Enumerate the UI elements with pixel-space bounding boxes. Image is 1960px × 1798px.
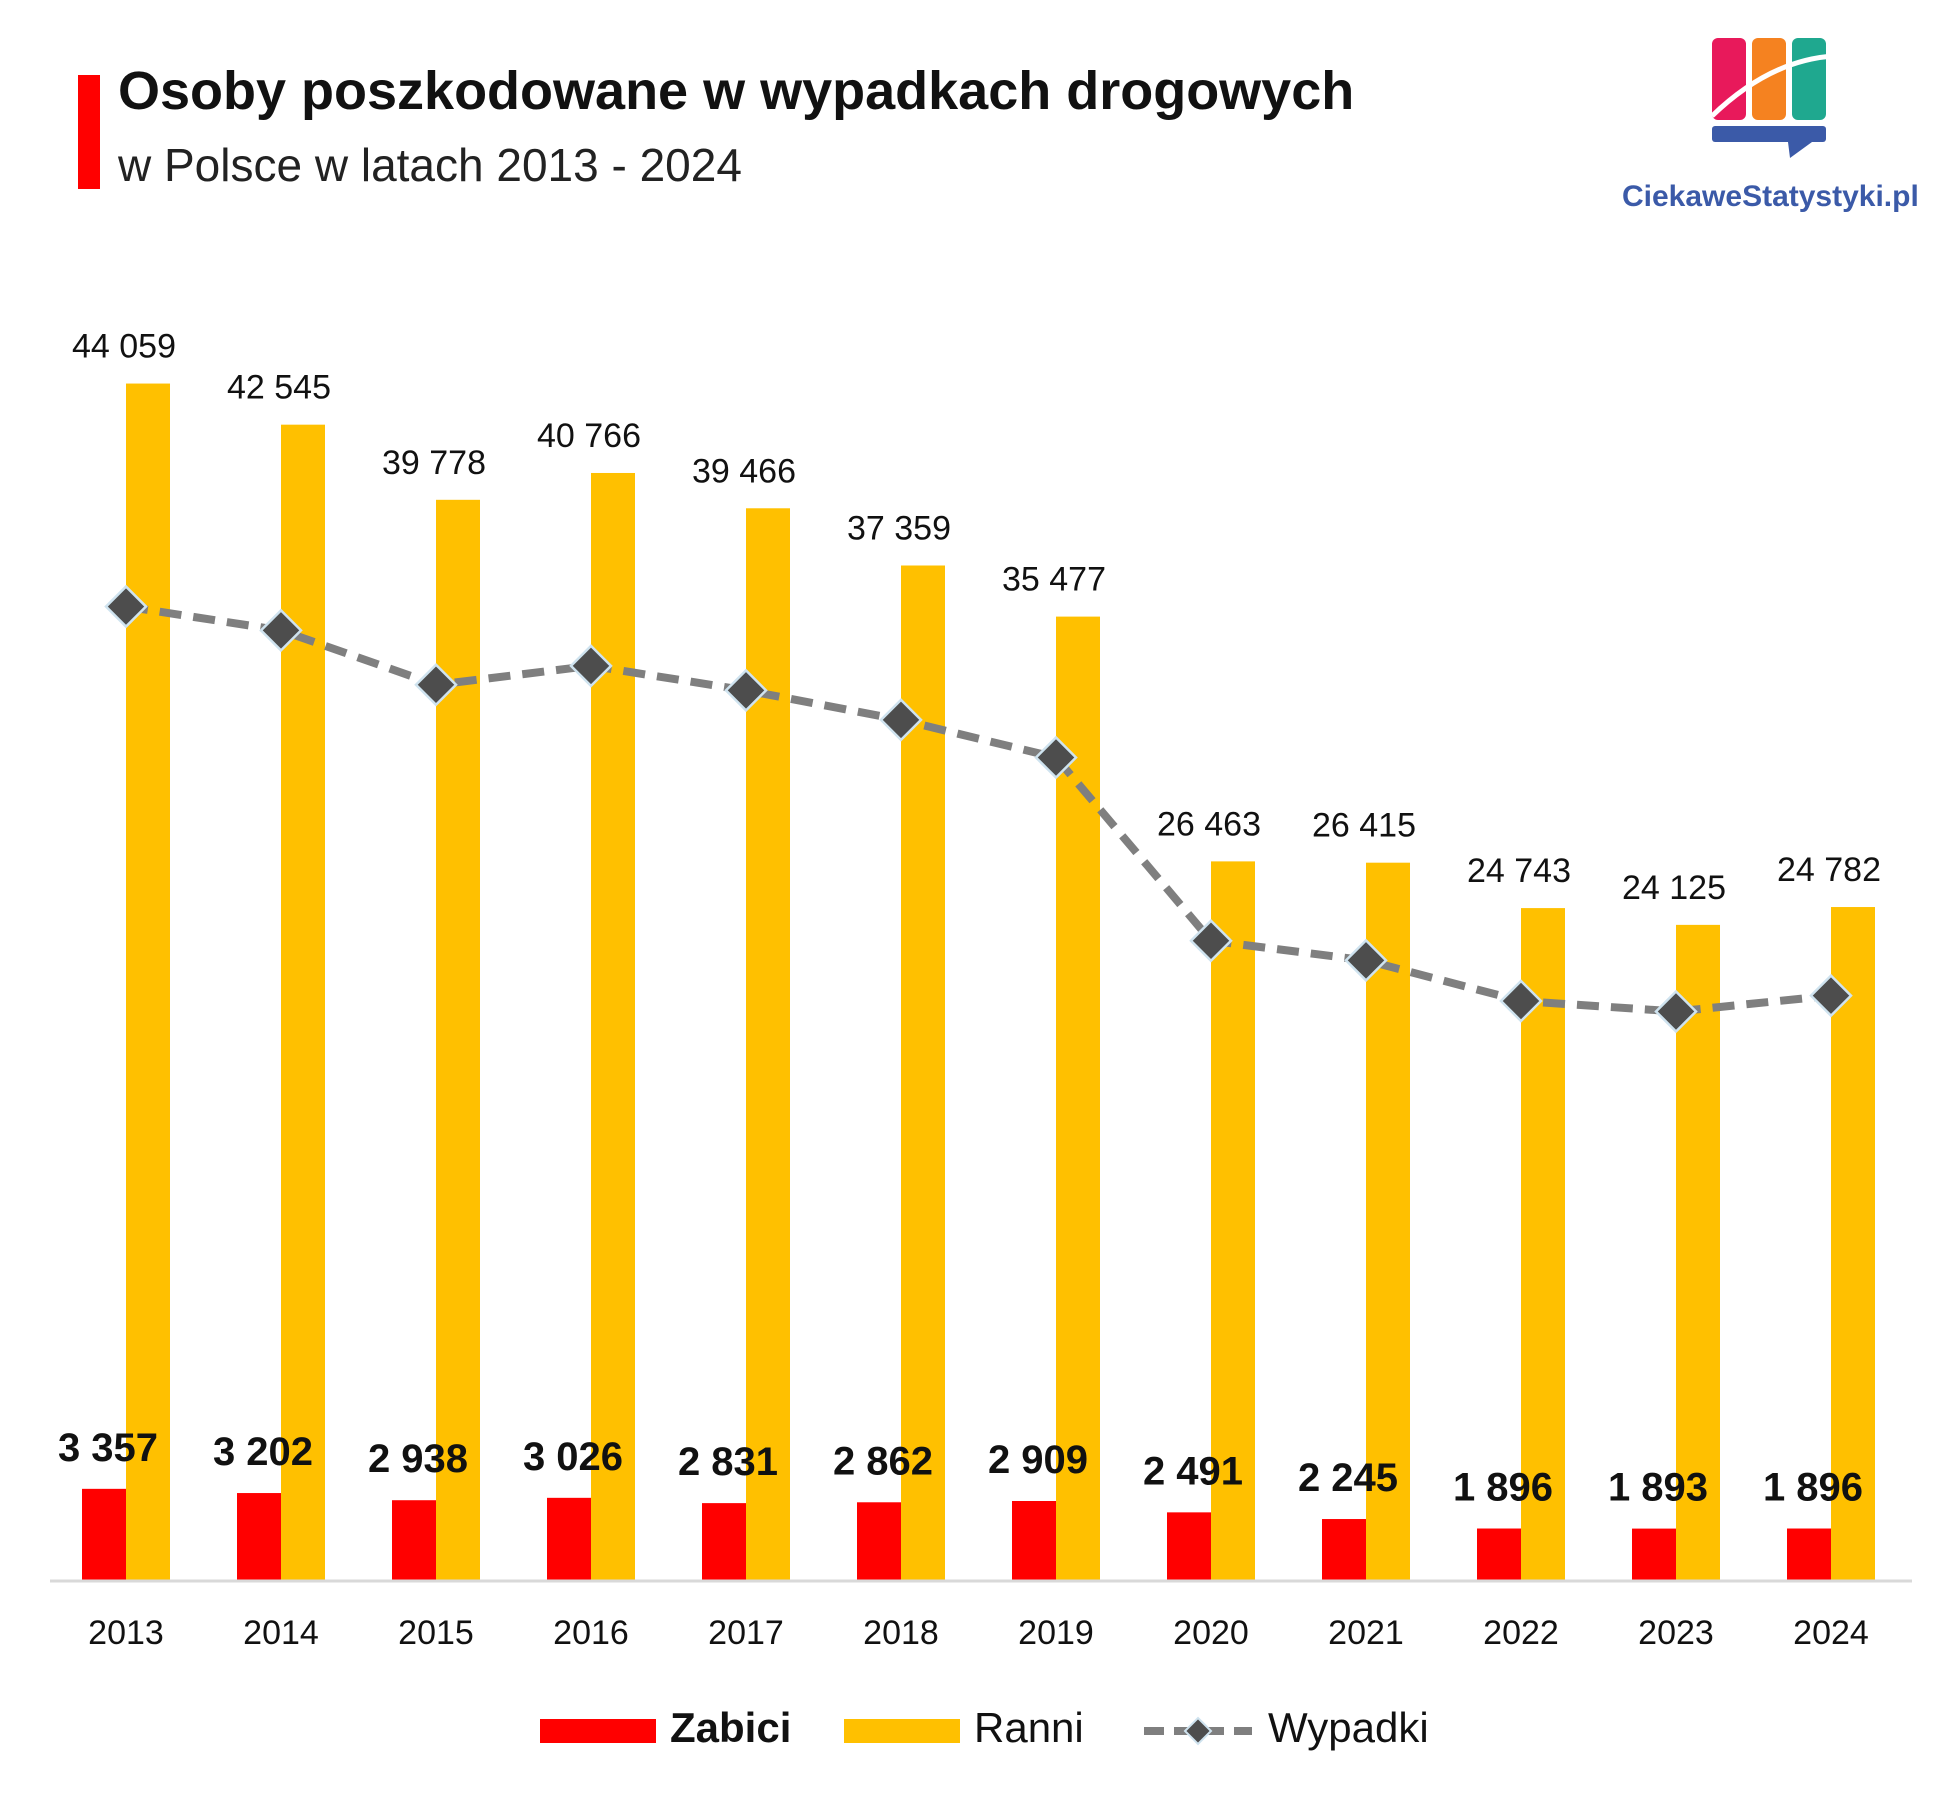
- logo-text: CiekaweStatystyki.pl: [1622, 180, 1919, 213]
- legend-swatch-ranni: [844, 1719, 960, 1743]
- label-ranni-2021: 26 415: [1312, 807, 1416, 845]
- tick-2023: 2023: [1638, 1614, 1714, 1652]
- label-ranni-2024: 24 782: [1777, 851, 1881, 889]
- marker-wypadki-2014: [259, 608, 303, 653]
- series-wypadki-line: [104, 584, 1853, 1034]
- tick-2013: 2013: [88, 1614, 164, 1652]
- chart: 44 059 42 545 39 778 40 766 39 466 37 359 35 4…: [50, 328, 1912, 1652]
- chart-subtitle: w Polsce w latach 2013 - 2024: [118, 139, 742, 191]
- tick-2016: 2016: [553, 1614, 629, 1652]
- tick-2021: 2021: [1328, 1614, 1404, 1652]
- tick-2020: 2020: [1173, 1614, 1249, 1652]
- label-zabici-2023: 1 893: [1608, 1466, 1708, 1510]
- bar-ranni-2022: [1521, 908, 1565, 1580]
- legend-label-zabici: Zabici: [670, 1704, 792, 1751]
- label-zabici-2015: 2 938: [368, 1437, 468, 1481]
- series-zabici-bars: [82, 1488, 1831, 1580]
- bar-ranni-2024: [1831, 907, 1875, 1580]
- bar-zabici-2013: [82, 1488, 126, 1580]
- label-ranni-2014: 42 545: [227, 369, 331, 407]
- bar-zabici-2019: [1012, 1501, 1056, 1580]
- logo-pointer: [1788, 142, 1812, 158]
- label-zabici-2013: 3 357: [58, 1426, 158, 1470]
- marker-wypadki-2021: [1344, 938, 1388, 983]
- label-ranni-2016: 40 766: [537, 417, 641, 455]
- title-accent-bar: [78, 75, 100, 189]
- x-axis-tick-labels: 2013 2014 2015 2016 2017 2018 2019 2020 2021 2022…: [88, 1614, 1869, 1652]
- label-ranni-2017: 39 466: [692, 452, 796, 490]
- bar-zabici-2018: [857, 1502, 901, 1580]
- legend-swatch-zabici: [540, 1719, 656, 1743]
- label-ranni-2013: 44 059: [72, 328, 176, 366]
- marker-wypadki-2019: [1034, 735, 1078, 780]
- bar-zabici-2024: [1787, 1528, 1831, 1580]
- label-ranni-2020: 26 463: [1157, 805, 1261, 843]
- legend-label-wypadki: Wypadki: [1268, 1704, 1429, 1751]
- marker-wypadki-2020: [1189, 918, 1233, 963]
- line-wypadki-path: [125, 602, 1832, 1016]
- logo-arc: [1710, 53, 1835, 118]
- bar-ranni-2017: [746, 508, 790, 1581]
- marker-wypadki-2018: [879, 698, 923, 742]
- bar-ranni-2018: [901, 565, 945, 1580]
- label-ranni-2018: 37 359: [847, 509, 951, 547]
- label-zabici-2024: 1 896: [1763, 1466, 1863, 1510]
- chart-title: Osoby poszkodowane w wypadkach drogowych: [118, 61, 1355, 121]
- bar-zabici-2020: [1167, 1512, 1211, 1580]
- label-ranni-2015: 39 778: [382, 444, 486, 482]
- label-zabici-2017: 2 831: [678, 1440, 778, 1484]
- label-ranni-2022: 24 743: [1467, 852, 1571, 890]
- logo-bar-pink: [1712, 38, 1746, 120]
- label-ranni-2019: 35 477: [1002, 561, 1106, 599]
- bar-zabici-2016: [547, 1497, 591, 1580]
- logo-base: [1712, 126, 1826, 142]
- marker-wypadki-2013: [104, 584, 148, 629]
- logo-bar-orange: [1752, 38, 1786, 120]
- marker-wypadki-2016: [569, 644, 613, 688]
- label-zabici-2019: 2 909: [988, 1438, 1088, 1482]
- bar-zabici-2014: [237, 1493, 281, 1580]
- label-zabici-2014: 3 202: [213, 1430, 313, 1474]
- bar-ranni-2020: [1211, 861, 1255, 1580]
- tick-2014: 2014: [243, 1614, 319, 1652]
- label-ranni-2023: 24 125: [1622, 869, 1726, 907]
- marker-wypadki-2022: [1499, 979, 1543, 1023]
- bar-ranni-2019: [1056, 616, 1100, 1580]
- bar-ranni-2016: [591, 472, 635, 1581]
- tick-2024: 2024: [1793, 1614, 1869, 1652]
- marker-wypadki-2023: [1654, 989, 1698, 1034]
- label-zabici-2016: 3 026: [523, 1435, 623, 1479]
- bar-zabici-2017: [702, 1503, 746, 1580]
- tick-2015: 2015: [398, 1614, 474, 1652]
- bar-zabici-2021: [1322, 1519, 1366, 1580]
- marker-wypadki-2024: [1809, 973, 1853, 1018]
- bar-ranni-2015: [436, 499, 480, 1581]
- label-zabici-2020: 2 491: [1143, 1449, 1243, 1493]
- bar-zabici-2023: [1632, 1528, 1676, 1580]
- tick-2022: 2022: [1483, 1614, 1559, 1652]
- tick-2018: 2018: [863, 1614, 939, 1652]
- bar-ranni-2014: [281, 424, 325, 1581]
- bar-zabici-2015: [392, 1500, 436, 1580]
- marker-wypadki-2015: [414, 662, 458, 707]
- ranni-value-labels: 44 059 42 545 39 778 40 766 39 466 37 359 35 4…: [72, 328, 1881, 907]
- bar-ranni-2021: [1366, 862, 1410, 1580]
- logo-icon: [1710, 38, 1835, 158]
- series-ranni-bars: [126, 383, 1875, 1581]
- label-zabici-2021: 2 245: [1298, 1456, 1398, 1500]
- zabici-value-labels: 3 357 3 202 2 938 3 026 2 831 2 862 2 909 2 491…: [58, 1426, 1863, 1510]
- label-zabici-2018: 2 862: [833, 1439, 933, 1483]
- marker-wypadki-2017: [724, 668, 768, 713]
- bar-ranni-2013: [126, 383, 170, 1581]
- bar-ranni-2023: [1676, 924, 1720, 1580]
- bar-zabici-2022: [1477, 1528, 1521, 1580]
- tick-2017: 2017: [708, 1614, 784, 1652]
- label-zabici-2022: 1 896: [1453, 1466, 1553, 1510]
- legend-label-ranni: Ranni: [974, 1704, 1084, 1751]
- legend-swatch-wypadki: [1144, 1716, 1252, 1746]
- tick-2019: 2019: [1018, 1614, 1094, 1652]
